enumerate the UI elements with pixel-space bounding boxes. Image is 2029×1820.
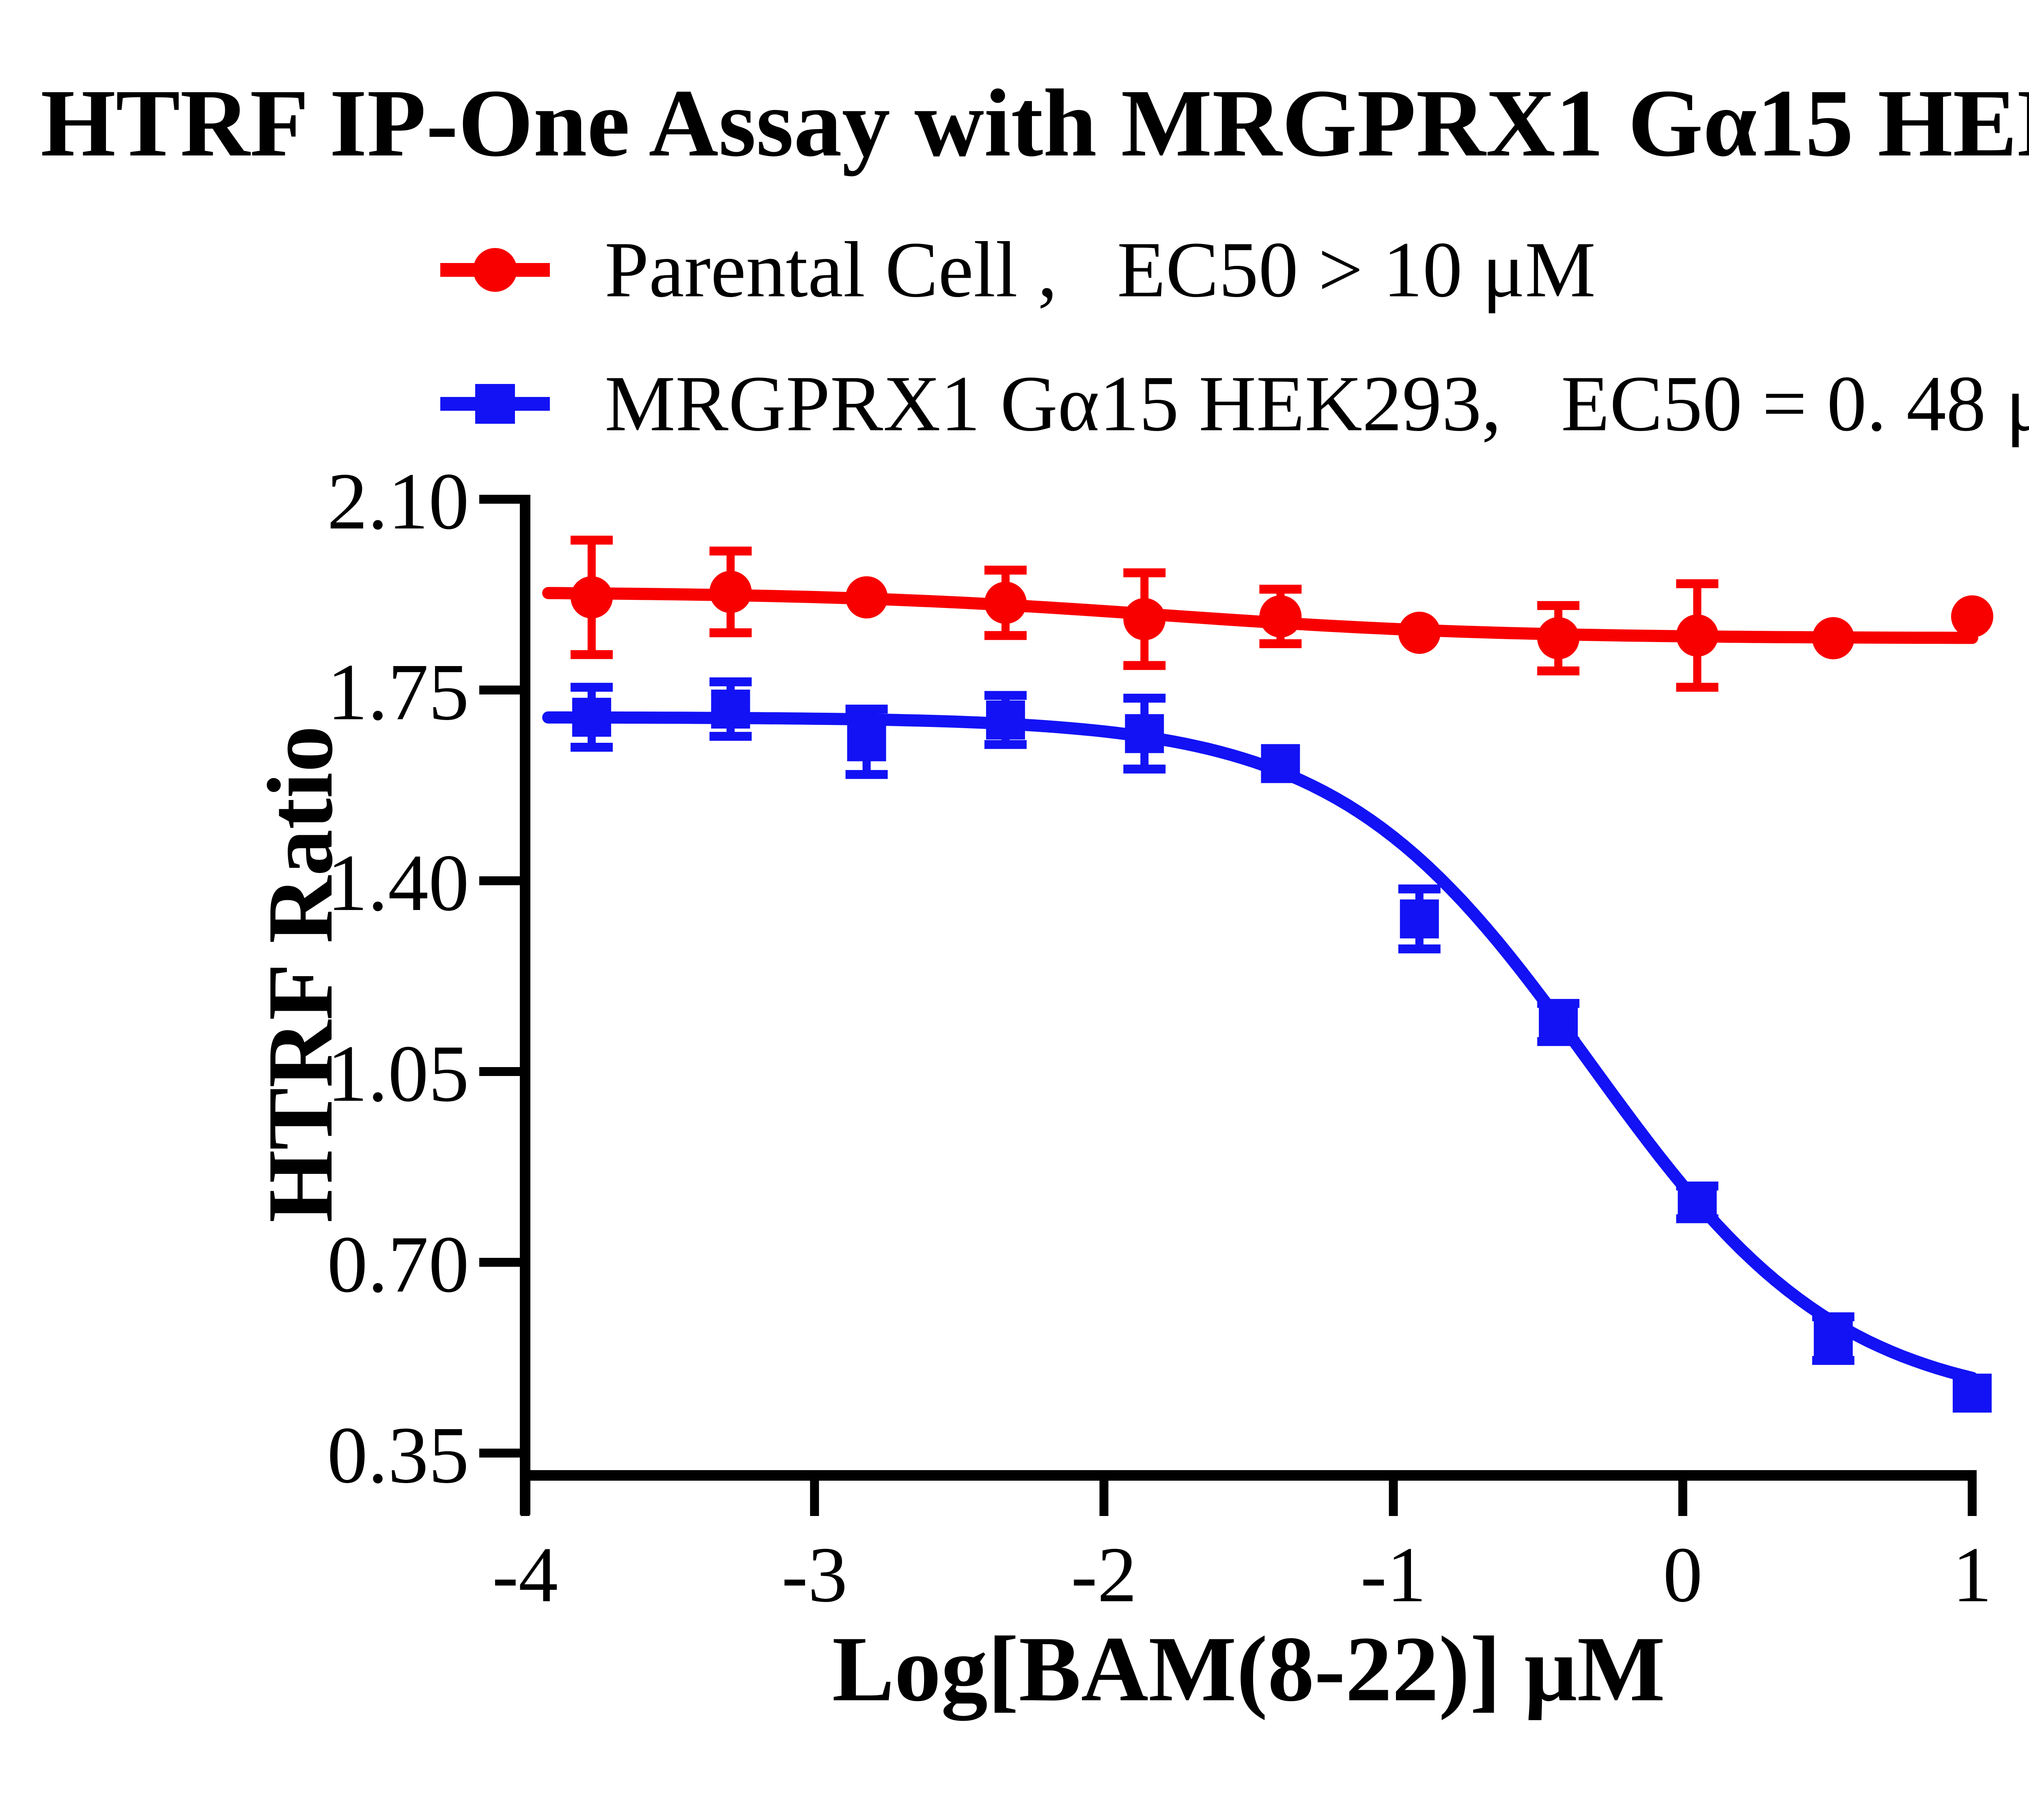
y-tick <box>479 1448 530 1458</box>
data-point-parental-cell-2 <box>845 576 888 619</box>
data-point-mrgprx1-g-15-hek293-8 <box>1678 1183 1717 1222</box>
y-tick <box>479 876 530 885</box>
y-tick <box>479 495 530 504</box>
axes: 0.35 0.70 1.05 1.40 1.75 2.10 -4 -3 -2 -1 0 1 <box>327 457 1992 1619</box>
x-tick <box>1678 1475 1687 1516</box>
y-axis-title: HTRF Ratio <box>248 725 352 1223</box>
data-point-mrgprx1-g-15-hek293-3 <box>986 700 1025 740</box>
x-tick <box>1968 1475 1977 1516</box>
series-mrgprx1-g-15-hek293 <box>542 677 1992 1413</box>
y-tick-label: 0.70 <box>327 1220 469 1309</box>
data-point-parental-cell-9 <box>1812 617 1855 660</box>
data-point-mrgprx1-g-15-hek293-4 <box>1125 714 1164 753</box>
data-point-mrgprx1-g-15-hek293-5 <box>1261 744 1300 783</box>
chart-title: HTRF IP-One Assay with MRGPRX1 Gα15 HEK2… <box>41 70 2029 177</box>
data-point-mrgprx1-g-15-hek293-10 <box>1953 1374 1992 1413</box>
y-tick <box>479 686 530 694</box>
data-point-mrgprx1-g-15-hek293-2 <box>847 722 886 761</box>
x-tick-label: 0 <box>1663 1531 1703 1619</box>
x-tick <box>521 1475 530 1516</box>
legend-circle-marker-icon <box>440 248 550 292</box>
legend-item-mrgprx1: MRGPRX1 Gα15 HEK293, EC50 = 0. 48 μM <box>440 329 2029 479</box>
data-point-parental-cell-4 <box>1123 598 1166 640</box>
x-tick <box>1389 1475 1398 1516</box>
data-point-parental-cell-10 <box>1951 595 1993 638</box>
data-point-parental-cell-8 <box>1676 614 1719 657</box>
data-point-mrgprx1-g-15-hek293-6 <box>1400 899 1439 938</box>
legend-label: Parental Cell , EC50 > 10 μM <box>605 226 1596 314</box>
x-tick-label: -4 <box>492 1531 558 1619</box>
y-tick <box>479 1257 530 1267</box>
y-tick-label: 1.40 <box>327 838 469 928</box>
legend-square-marker-icon <box>440 384 550 424</box>
data-point-parental-cell-5 <box>1259 595 1302 638</box>
y-tick <box>479 1067 530 1076</box>
series-parental-cell <box>542 535 1993 692</box>
data-point-parental-cell-1 <box>709 571 752 613</box>
y-tick-label: 1.75 <box>327 647 469 737</box>
data-point-parental-cell-6 <box>1398 612 1441 654</box>
legend-label: MRGPRX1 Gα15 HEK293, EC50 = 0. 48 μM <box>605 360 2029 448</box>
y-tick-label: 2.10 <box>327 457 469 546</box>
x-tick-label: -1 <box>1360 1531 1426 1619</box>
data-point-mrgprx1-g-15-hek293-7 <box>1539 1003 1578 1042</box>
x-tick-label: -2 <box>1071 1531 1137 1619</box>
data-point-parental-cell-3 <box>984 582 1027 624</box>
data-point-mrgprx1-g-15-hek293-9 <box>1814 1319 1853 1358</box>
x-tick-label: 1 <box>1952 1531 1992 1619</box>
y-axis-line <box>520 495 530 1515</box>
y-tick-label: 0.35 <box>327 1410 469 1500</box>
legend-item-parental: Parental Cell , EC50 > 10 μM <box>440 195 1596 345</box>
y-tick-label: 1.05 <box>327 1029 469 1119</box>
data-point-mrgprx1-g-15-hek293-0 <box>572 698 612 737</box>
data-point-parental-cell-0 <box>571 576 613 619</box>
fit-curve-mrgprx1-g-15-hek293 <box>542 711 1978 1384</box>
x-tick <box>810 1475 819 1516</box>
data-point-mrgprx1-g-15-hek293-1 <box>711 690 750 729</box>
x-tick-label: -3 <box>782 1531 847 1619</box>
x-tick <box>1099 1475 1109 1516</box>
data-point-parental-cell-7 <box>1537 617 1580 660</box>
x-axis-line <box>520 1470 1977 1481</box>
x-axis-title: Log[BAM(8-22)] μM <box>832 1617 1665 1721</box>
